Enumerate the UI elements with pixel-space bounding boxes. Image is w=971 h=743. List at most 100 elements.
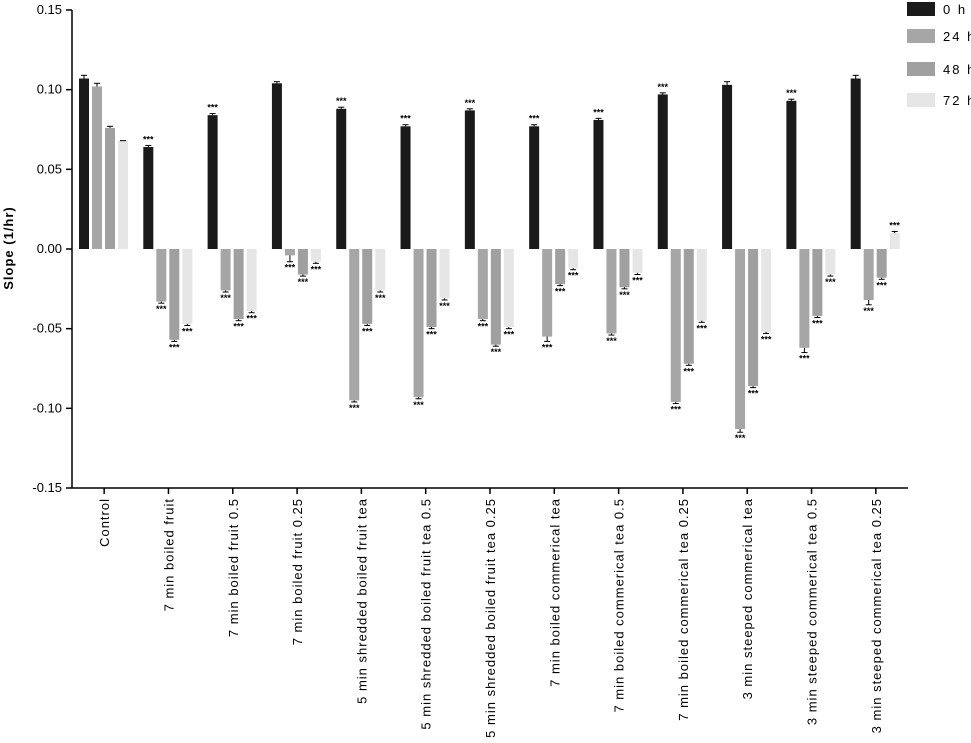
significance-marker: ***: [426, 330, 437, 340]
legend: 0 h 24 h 48 h 72 h: [907, 2, 971, 108]
bar-24h-2: [220, 249, 231, 291]
significance-markers: ****************************************…: [143, 82, 900, 443]
significance-marker: ***: [593, 107, 604, 117]
significance-marker: ***: [555, 287, 566, 297]
bar-72h-2: [246, 249, 257, 312]
bar-72h-5: [439, 249, 450, 299]
x-tick-label: 7 min boiled fruit 0.5: [226, 498, 241, 637]
y-tick-label: 0.10: [37, 82, 62, 97]
bar-0h-2: [207, 115, 218, 249]
significance-marker: ***: [697, 323, 708, 333]
y-tick-label: -0.10: [32, 400, 62, 415]
bar-48h-2: [233, 249, 244, 320]
legend-swatch-24h: [907, 29, 935, 43]
bar-72h-3: [310, 249, 321, 262]
bar-24h-0: [92, 86, 102, 249]
bar-24h-10: [735, 249, 746, 430]
bar-48h-1: [169, 249, 180, 340]
bar-0h-6: [464, 110, 475, 249]
significance-marker: ***: [233, 322, 244, 332]
bar-0h-8: [593, 119, 604, 249]
bars: [79, 74, 900, 433]
x-tick-label: 3 min steeped commerical tea 0.5: [805, 498, 820, 725]
bar-0h-4: [336, 108, 347, 249]
significance-marker: ***: [799, 354, 810, 364]
x-axis: [72, 487, 908, 494]
bar-48h-0: [105, 127, 115, 249]
bar-48h-8: [619, 249, 630, 288]
significance-marker: ***: [632, 275, 643, 285]
bar-0h-1: [143, 147, 154, 249]
bar-72h-4: [375, 249, 386, 291]
significance-marker: ***: [156, 304, 167, 314]
bar-72h-10: [761, 249, 772, 332]
significance-marker: ***: [465, 98, 476, 108]
bar-0h-10: [722, 84, 733, 250]
bar-72h-8: [632, 249, 643, 273]
x-tick-label: 7 min boiled commerical tea: [547, 498, 562, 687]
bar-72h-12: [889, 233, 900, 249]
x-tick-label: 3 min steeped commerical tea 0.25: [869, 498, 884, 733]
x-tick-label: 7 min boiled commerical tea 0.25: [676, 498, 691, 721]
legend-swatch-0h: [907, 2, 935, 16]
bar-24h-12: [863, 249, 874, 300]
bar-72h-11: [825, 249, 836, 275]
significance-marker: ***: [876, 280, 887, 290]
bar-24h-3: [284, 249, 295, 256]
y-tick-label: 0.00: [37, 241, 62, 256]
significance-marker: ***: [246, 314, 257, 324]
x-tick-label: 5 min shredded boiled fruit tea 0.5: [419, 498, 434, 730]
significance-marker: ***: [568, 271, 579, 281]
legend-label: 0 h: [943, 2, 967, 17]
significance-marker: ***: [336, 96, 347, 106]
bar-0h-12: [850, 78, 861, 249]
significance-marker: ***: [311, 264, 322, 274]
bar-24h-5: [413, 249, 424, 398]
y-tick-label: 0.05: [37, 161, 62, 176]
significance-marker: ***: [671, 405, 682, 415]
bar-48h-6: [490, 249, 501, 345]
bar-48h-3: [297, 249, 308, 275]
legend-label: 24 h: [943, 29, 971, 44]
significance-marker: ***: [863, 306, 874, 316]
bar-48h-12: [876, 249, 887, 278]
x-tick-label: 3 min steeped commerical tea: [740, 498, 755, 699]
significance-marker: ***: [169, 342, 180, 352]
significance-marker: ***: [606, 336, 617, 346]
significance-marker: ***: [220, 293, 231, 303]
significance-marker: ***: [619, 290, 630, 300]
significance-marker: ***: [748, 389, 759, 399]
significance-marker: ***: [362, 326, 373, 336]
y-axis: 0.15 0.10 0.05 0.00 -0.05 -0.10 -0.15: [32, 2, 73, 495]
y-tick-label: 0.15: [37, 2, 62, 17]
significance-marker: ***: [542, 342, 553, 352]
significance-marker: ***: [439, 301, 450, 311]
x-tick-label: 7 min boiled commerical tea 0.5: [612, 498, 627, 713]
category-labels: Control 7 min boiled fruit 7 min boiled fr…: [97, 498, 884, 738]
significance-marker: ***: [812, 319, 823, 329]
significance-marker: ***: [143, 134, 154, 144]
legend-swatch-72h: [907, 93, 935, 107]
bar-0h-9: [657, 94, 668, 250]
significance-marker: ***: [285, 263, 296, 273]
significance-marker: ***: [298, 277, 309, 287]
x-tick-label: Control: [97, 498, 112, 547]
legend-label: 72 h: [943, 93, 971, 108]
bar-72h-0: [118, 140, 128, 249]
bar-24h-4: [349, 249, 360, 401]
significance-marker: ***: [825, 277, 836, 287]
bar-0h-0: [79, 78, 89, 249]
bar-24h-8: [606, 249, 617, 334]
bar-24h-6: [477, 249, 488, 320]
significance-marker: ***: [786, 88, 797, 98]
bar-24h-9: [670, 249, 681, 402]
bar-72h-1: [182, 249, 193, 324]
bar-24h-1: [156, 249, 167, 302]
y-tick-label: -0.15: [32, 480, 62, 495]
bar-24h-7: [542, 249, 553, 337]
x-tick-label: 7 min boiled fruit: [161, 498, 176, 611]
bar-48h-5: [426, 249, 437, 328]
legend-swatch-48h: [907, 62, 935, 76]
significance-marker: ***: [761, 334, 772, 344]
